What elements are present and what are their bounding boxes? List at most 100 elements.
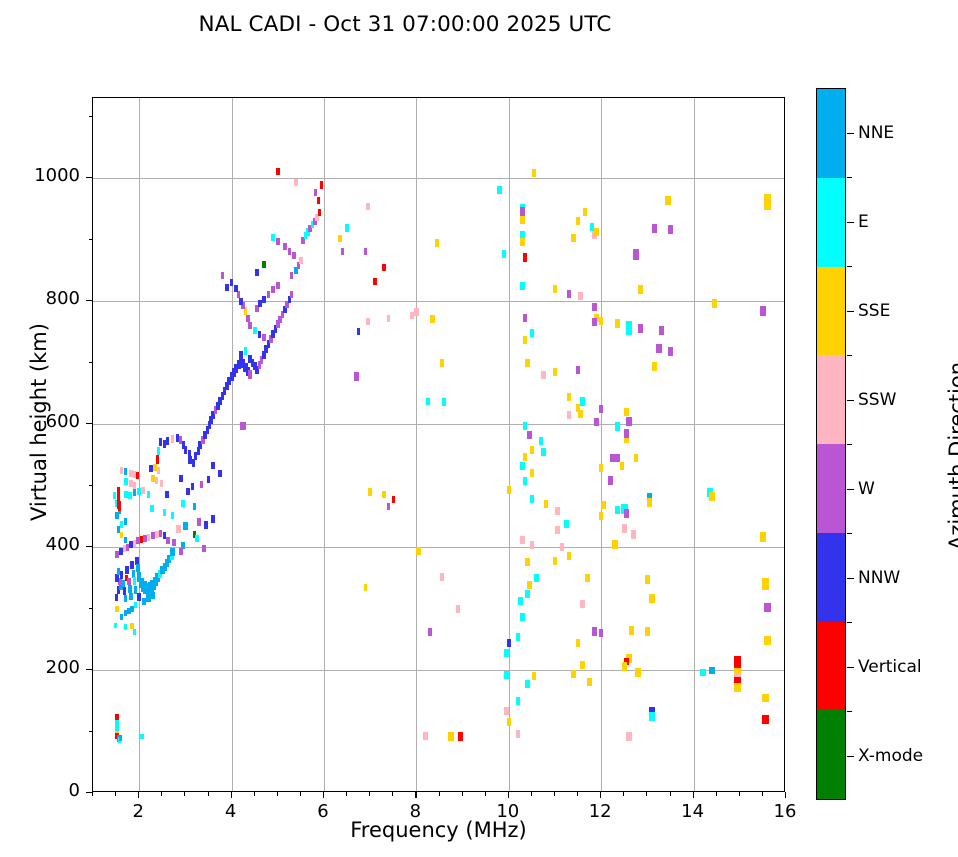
echo-point (271, 330, 275, 339)
echo-point (127, 577, 131, 585)
echo-point (667, 346, 674, 356)
x-tick-minor (346, 792, 348, 796)
echo-point (764, 194, 771, 202)
echo-point (130, 605, 135, 612)
y-tick-major (86, 300, 92, 302)
echo-point (759, 305, 767, 316)
echo-point (220, 271, 225, 279)
echo-point (519, 207, 526, 218)
y-axis-label: Virtual height (km) (27, 323, 51, 521)
echo-point (623, 657, 630, 665)
echo-point (555, 525, 560, 534)
echo-point (160, 566, 165, 575)
echo-point (457, 731, 463, 741)
echo-point (649, 707, 655, 717)
echo-point (158, 530, 163, 537)
x-tick-label: 4 (224, 801, 237, 822)
echo-point (132, 539, 137, 547)
echo-point (113, 623, 117, 629)
x-tick-minor (161, 792, 163, 796)
echo-point (520, 215, 525, 224)
echo-point (734, 655, 741, 670)
echo-point (196, 518, 202, 527)
echo-point (170, 511, 175, 519)
echo-point (299, 256, 303, 264)
echo-point (614, 318, 621, 328)
echo-point (210, 514, 216, 523)
echo-point (119, 614, 124, 621)
echo-point (541, 448, 546, 457)
echo-point (234, 285, 239, 293)
x-tick-minor (92, 792, 94, 796)
y-tick-label: 800 (45, 288, 80, 309)
echo-point (146, 490, 151, 498)
x-tick-minor (369, 792, 371, 796)
echo-point (427, 627, 433, 636)
echo-point (117, 577, 122, 585)
echo-point (119, 734, 123, 741)
echo-point (651, 223, 658, 233)
echo-point (162, 562, 167, 571)
echo-point (386, 314, 391, 322)
y-tick-label: 200 (45, 657, 80, 678)
echo-point (271, 286, 275, 294)
echo-point (114, 593, 118, 601)
echo-point (699, 669, 707, 676)
colorbar-label-w: W (858, 478, 875, 499)
echo-point (250, 358, 255, 367)
echo-point (338, 234, 342, 242)
echo-point (310, 221, 315, 229)
echo-point (621, 661, 627, 671)
colorbar-label-vertical: Vertical (858, 656, 922, 677)
x-tick-minor (253, 792, 255, 796)
echo-point (156, 455, 160, 465)
x-tick-minor (577, 792, 579, 796)
echo-point (448, 731, 454, 741)
echo-point (585, 573, 590, 582)
echo-point (166, 537, 170, 545)
x-tick-minor (623, 792, 625, 796)
echo-point (132, 482, 137, 489)
echo-point (132, 489, 137, 497)
gridline-vertical (508, 98, 510, 791)
echo-point (136, 563, 141, 572)
echo-point (243, 347, 248, 356)
x-tick-minor (438, 792, 440, 796)
echo-point (127, 607, 131, 614)
echo-point (131, 570, 136, 578)
echo-point (709, 492, 715, 501)
echo-point (589, 223, 595, 232)
echo-point (626, 326, 632, 335)
x-tick-minor (761, 792, 763, 796)
echo-point (178, 548, 183, 556)
echo-point (601, 501, 606, 510)
x-tick-minor (184, 792, 186, 796)
echo-point (196, 447, 201, 455)
colorbar-band-nnw (817, 532, 845, 622)
echo-point (129, 592, 133, 600)
echo-point (598, 629, 604, 638)
echo-point (319, 181, 324, 190)
colorbar-band-e (817, 177, 845, 267)
echo-point (136, 593, 142, 602)
echo-scatter-layer (93, 98, 784, 791)
echo-point (734, 676, 741, 686)
echo-point (525, 679, 530, 688)
echo-point (520, 282, 525, 291)
colorbar-label-nne: NNE (858, 122, 895, 143)
echo-point (566, 411, 572, 420)
gridline-horizontal (93, 547, 784, 548)
echo-point (117, 526, 121, 534)
colorbar-tick (847, 488, 854, 490)
echo-point (149, 464, 154, 472)
echo-point (566, 289, 572, 298)
echo-point (633, 454, 639, 463)
echo-point (117, 486, 121, 509)
echo-point (264, 344, 269, 353)
echo-point (262, 260, 266, 268)
echo-point (266, 291, 271, 299)
echo-point (238, 358, 243, 367)
echo-point (119, 571, 124, 580)
x-tick-major (692, 792, 694, 798)
echo-point (164, 559, 169, 567)
